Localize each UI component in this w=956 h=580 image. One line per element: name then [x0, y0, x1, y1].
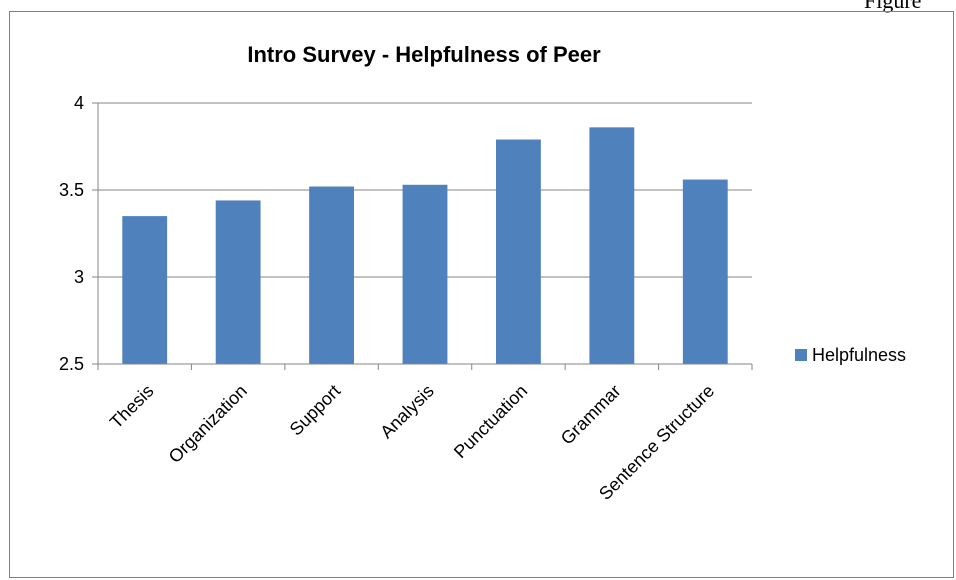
bar-sentence-structure [682, 179, 728, 364]
bar-thesis [122, 216, 168, 364]
x-tick-label: Support [286, 381, 345, 440]
bar-support [309, 186, 354, 364]
y-tick-label: 3 [74, 267, 84, 287]
x-tick-label: Punctuation [450, 381, 531, 462]
bar-punctuation [496, 139, 541, 364]
bar-analysis [402, 184, 448, 364]
bars [122, 127, 728, 364]
y-tick-label: 2.5 [59, 354, 84, 374]
page-label: Figure [864, 0, 922, 13]
legend-label-helpfulness: Helpfulness [812, 345, 906, 365]
y-tick-label: 4 [74, 93, 84, 113]
legend: Helpfulness [795, 345, 906, 365]
chart-title: Intro Survey - Helpfulness of Peer [247, 42, 601, 67]
legend-swatch-helpfulness [795, 349, 807, 361]
bar-grammar [589, 127, 635, 364]
x-tick-label: Grammar [557, 381, 625, 449]
x-tick-label: Thesis [106, 381, 158, 433]
y-tick-label: 3.5 [59, 180, 84, 200]
bar-organization [215, 200, 261, 364]
x-tick-label: Organization [165, 381, 251, 467]
x-tick-label: Analysis [376, 381, 438, 443]
chart-frame [9, 11, 954, 578]
